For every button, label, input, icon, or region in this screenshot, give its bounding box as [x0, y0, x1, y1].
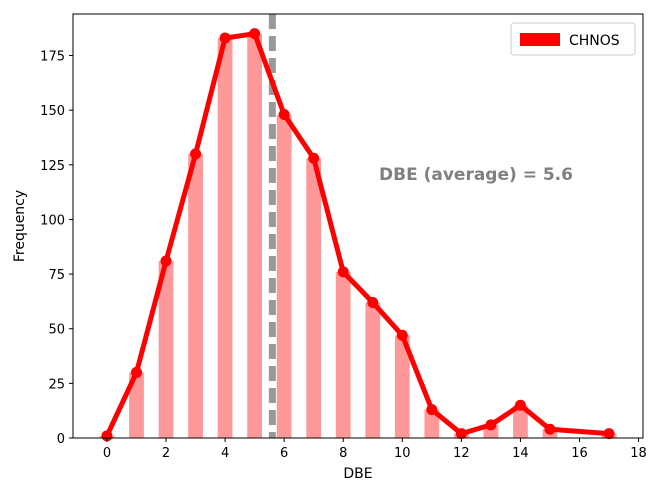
data-point [278, 109, 290, 121]
data-point [396, 329, 408, 341]
average-annotation: DBE (average) = 5.6 [379, 165, 573, 185]
bar [129, 372, 144, 438]
y-tick-label: 0 [57, 432, 65, 447]
data-point [485, 419, 497, 431]
x-tick-label: 14 [512, 446, 529, 461]
y-tick-label: 150 [40, 104, 65, 119]
x-tick-label: 16 [571, 446, 588, 461]
bar [306, 158, 322, 438]
bar [335, 271, 351, 438]
y-axis-label: Frequency [12, 190, 28, 262]
axes-group: 0 2 4 6 8 10 12 14 16 18 0 25 50 75 100 125 150 175 [40, 13, 647, 461]
bar [247, 33, 263, 438]
series-line-group [101, 28, 615, 442]
bar [217, 38, 233, 439]
legend: CHNOS [510, 22, 636, 56]
data-point [603, 428, 615, 440]
bar [424, 409, 440, 438]
data-point [544, 423, 556, 435]
x-tick-label: 12 [453, 446, 470, 461]
y-tick-label: 75 [48, 268, 65, 283]
series-line [104, 31, 612, 439]
bar [365, 302, 381, 438]
bar [513, 405, 528, 438]
y-tick-label: 100 [40, 213, 65, 228]
legend-swatch [520, 33, 560, 46]
y-tick-label: 175 [40, 50, 65, 65]
x-tick-label: 4 [221, 446, 229, 461]
x-tick-label: 0 [103, 446, 111, 461]
x-tick-label: 8 [339, 446, 347, 461]
data-point [101, 430, 113, 442]
y-tick-label: 125 [40, 159, 65, 174]
y-tick-label: 25 [48, 377, 65, 392]
x-axis-label: DBE [343, 466, 372, 482]
data-point [130, 366, 142, 378]
bar [188, 153, 203, 438]
y-tick-label: 50 [48, 323, 65, 338]
legend-label: CHNOS [569, 33, 620, 49]
data-point [249, 28, 261, 40]
data-point [337, 266, 349, 278]
x-tick-label: 18 [630, 446, 647, 461]
data-point [160, 255, 172, 267]
bar-group [99, 33, 617, 439]
data-point [426, 404, 438, 416]
x-tick-label: 10 [394, 446, 411, 461]
data-point [514, 399, 526, 411]
plot-frame [72, 13, 644, 439]
data-point [190, 148, 202, 160]
x-tick-label: 6 [280, 446, 288, 461]
data-point [308, 152, 320, 164]
bar [158, 260, 174, 438]
bar [276, 114, 292, 439]
data-point [367, 296, 379, 308]
x-tick-label: 2 [162, 446, 170, 461]
data-point [219, 32, 231, 44]
data-point [455, 428, 467, 440]
bar [394, 335, 410, 438]
legend-box [510, 22, 636, 56]
